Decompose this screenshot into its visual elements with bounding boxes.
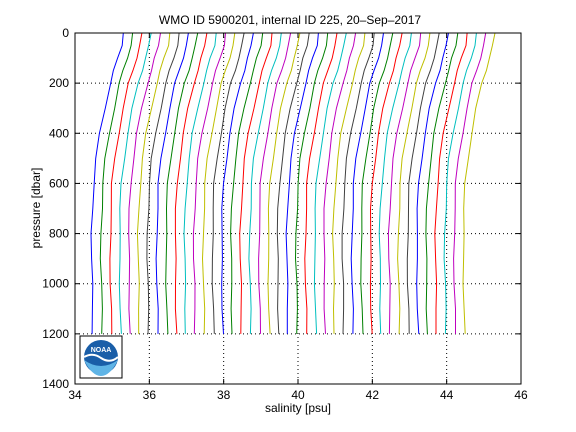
x-tick-label: 38 (217, 388, 231, 402)
grid (75, 33, 521, 384)
x-tick-label: 36 (143, 388, 157, 402)
x-axis-label: salinity [psu] (265, 401, 331, 415)
salinity-profile-line (462, 32, 496, 334)
y-tick-label: 1200 (42, 327, 69, 341)
salinity-profile-line (183, 32, 217, 334)
salinity-profile-line (453, 32, 487, 334)
noaa-logo: NOAA (79, 335, 123, 379)
salinity-profile-line (416, 32, 449, 334)
salinity-profile-line (136, 32, 171, 334)
y-tick-label: 1400 (42, 377, 69, 391)
x-tick-label: 46 (514, 388, 528, 402)
salinity-profile-line (118, 32, 152, 334)
salinity-profile-line (332, 32, 366, 334)
salinity-profile-line (341, 32, 375, 334)
salinity-profile-line (313, 32, 347, 334)
salinity-profile-line (165, 32, 199, 334)
x-tick-label: 40 (291, 388, 305, 402)
salinity-profile-line (192, 32, 226, 334)
salinity-profile-line (360, 32, 394, 334)
salinity-profile-line (146, 32, 180, 334)
salinity-profile-line (397, 32, 431, 334)
x-tick-label: 42 (366, 388, 380, 402)
y-tick-label: 400 (49, 126, 69, 140)
salinity-profile-line (425, 32, 459, 334)
salinity-profile-line (109, 32, 143, 334)
salinity-profile-line (267, 32, 301, 334)
salinity-profile-line (304, 32, 338, 334)
salinity-profile-line (90, 32, 124, 334)
salinity-profile-line (258, 32, 292, 334)
y-axis-label: pressure [dbar] (29, 168, 43, 249)
y-tick-label: 0 (62, 26, 69, 40)
salinity-profile-line (434, 32, 468, 334)
salinity-profile-line (155, 32, 189, 334)
x-tick-label: 34 (68, 388, 82, 402)
salinity-profile-line (387, 32, 422, 334)
x-tick-label: 44 (440, 388, 454, 402)
y-tick-label: 600 (49, 176, 69, 190)
salinity-profile-line (443, 32, 477, 334)
y-tick-label: 200 (49, 76, 69, 90)
salinity-profile-line (378, 32, 412, 334)
profiles (90, 32, 496, 334)
chart-title: WMO ID 5900201, internal ID 225, 20–Sep–… (159, 13, 421, 27)
salinity-profile-line (211, 32, 245, 334)
salinity-profile-line (248, 32, 282, 334)
y-tick-label: 800 (49, 227, 69, 241)
y-tick-label: 1000 (42, 277, 69, 291)
salinity-profile-line (174, 32, 208, 334)
salinity-profile-line (323, 32, 357, 334)
salinity-profile-line (221, 32, 254, 334)
salinity-profile-line (239, 32, 273, 334)
salinity-profile-line (406, 32, 440, 334)
ticks: 34 36 38 40 42 44 46 0 200 400 600 800 1000 1200 1400 (42, 26, 528, 402)
salinity-profile-line (99, 32, 134, 334)
salinity-profile-line (276, 32, 310, 334)
salinity-profile-line (128, 32, 161, 334)
salinity-profile-line (369, 32, 403, 334)
salinity-profile-line (294, 32, 329, 334)
salinity-profile-line (350, 32, 384, 334)
salinity-profile-line (201, 32, 236, 334)
salinity-profile-line (285, 32, 319, 334)
noaa-logo-text: NOAA (91, 347, 112, 354)
salinity-profile-line (230, 32, 264, 334)
